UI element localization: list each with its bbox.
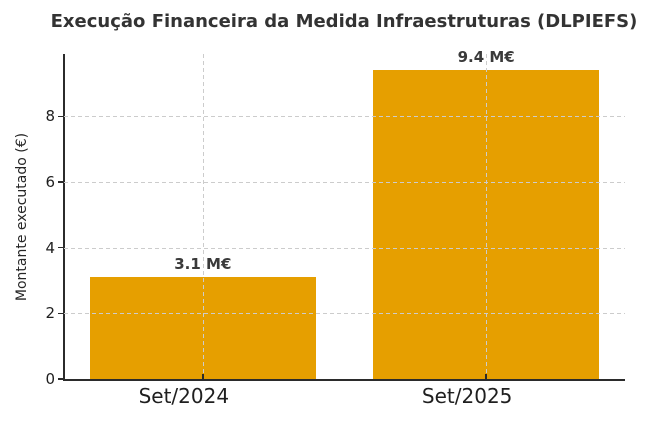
- bar-value-label-set-2025: 9.4 M€: [457, 48, 515, 67]
- y-tick-0: [58, 378, 63, 380]
- chart-title: Execução Financeira da Medida Infraestru…: [50, 11, 638, 32]
- bar-value-label-set-2024: 3.1 M€: [174, 255, 232, 274]
- y-axis-spine: [63, 54, 65, 380]
- y-tick-2: [58, 312, 63, 315]
- y-tick-label-8: 8: [45, 107, 55, 126]
- v-gridline-set-2025: [486, 54, 488, 379]
- x-axis-spine: [63, 379, 625, 381]
- h-gridline-y8: [64, 116, 625, 118]
- h-gridline-y6: [64, 182, 625, 184]
- x-tick-label-set-2025: Set/2025: [421, 384, 513, 408]
- x-tick-label-set-2024: Set/2024: [138, 384, 230, 408]
- y-tick-label-0: 0: [45, 370, 55, 388]
- y-tick-8: [58, 115, 63, 118]
- y-tick-6: [58, 181, 63, 183]
- y-tick-label-6: 6: [45, 173, 55, 192]
- y-tick-label-4: 4: [45, 238, 55, 257]
- y-tick-label-2: 2: [45, 304, 55, 323]
- x-tick-set-2025: [485, 374, 487, 379]
- h-gridline-y2: [64, 313, 625, 315]
- h-gridline-y4: [64, 247, 625, 249]
- x-tick-set-2024: [202, 374, 204, 379]
- plot-area: 0 2 4 6 8 Set/2024 Set/2025 3.1 M€ 9.4 M€: [45, 48, 625, 408]
- v-gridline-set-2024: [202, 54, 204, 379]
- y-axis-label: Montante executado (€): [14, 132, 30, 302]
- y-tick-4: [58, 246, 63, 249]
